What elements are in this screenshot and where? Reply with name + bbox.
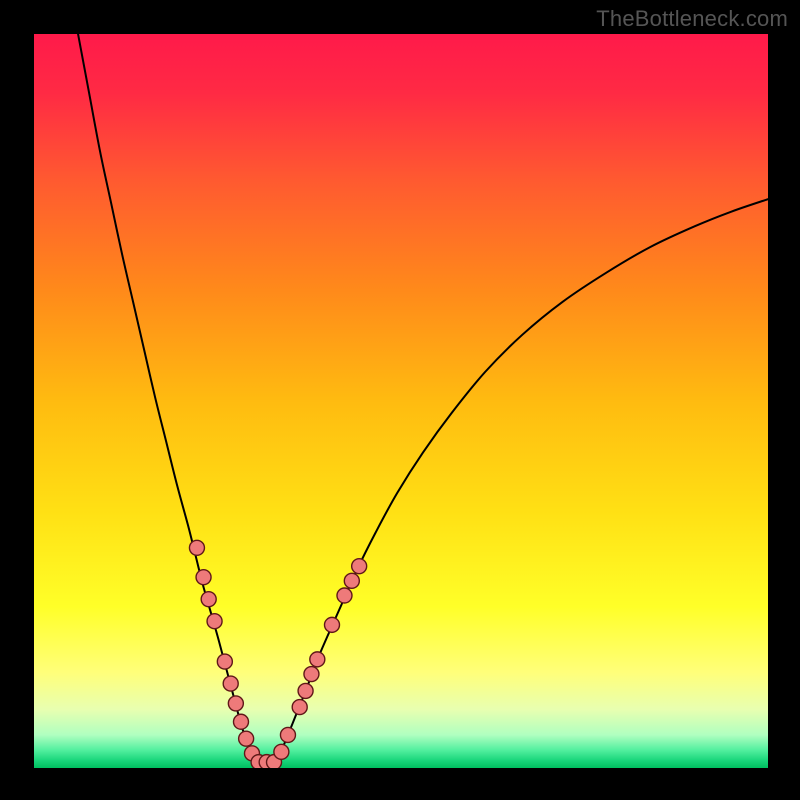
data-marker <box>201 592 216 607</box>
data-marker <box>310 652 325 667</box>
data-marker <box>239 731 254 746</box>
data-marker <box>298 683 313 698</box>
data-marker <box>280 727 295 742</box>
watermark-text: TheBottleneck.com <box>596 6 788 32</box>
plot-overlay-svg <box>34 34 768 768</box>
data-marker <box>217 654 232 669</box>
data-marker <box>325 617 340 632</box>
data-marker <box>228 696 243 711</box>
data-marker <box>223 676 238 691</box>
data-marker <box>344 573 359 588</box>
data-marker <box>207 614 222 629</box>
data-marker <box>233 714 248 729</box>
data-marker <box>352 559 367 574</box>
data-marker <box>292 700 307 715</box>
root-container: TheBottleneck.com <box>0 0 800 800</box>
data-marker <box>304 667 319 682</box>
marker-group <box>189 540 366 768</box>
data-marker <box>196 570 211 585</box>
data-marker <box>274 744 289 759</box>
data-marker <box>189 540 204 555</box>
plot-area <box>34 34 768 768</box>
data-marker <box>337 588 352 603</box>
v-curve-path <box>78 34 768 768</box>
